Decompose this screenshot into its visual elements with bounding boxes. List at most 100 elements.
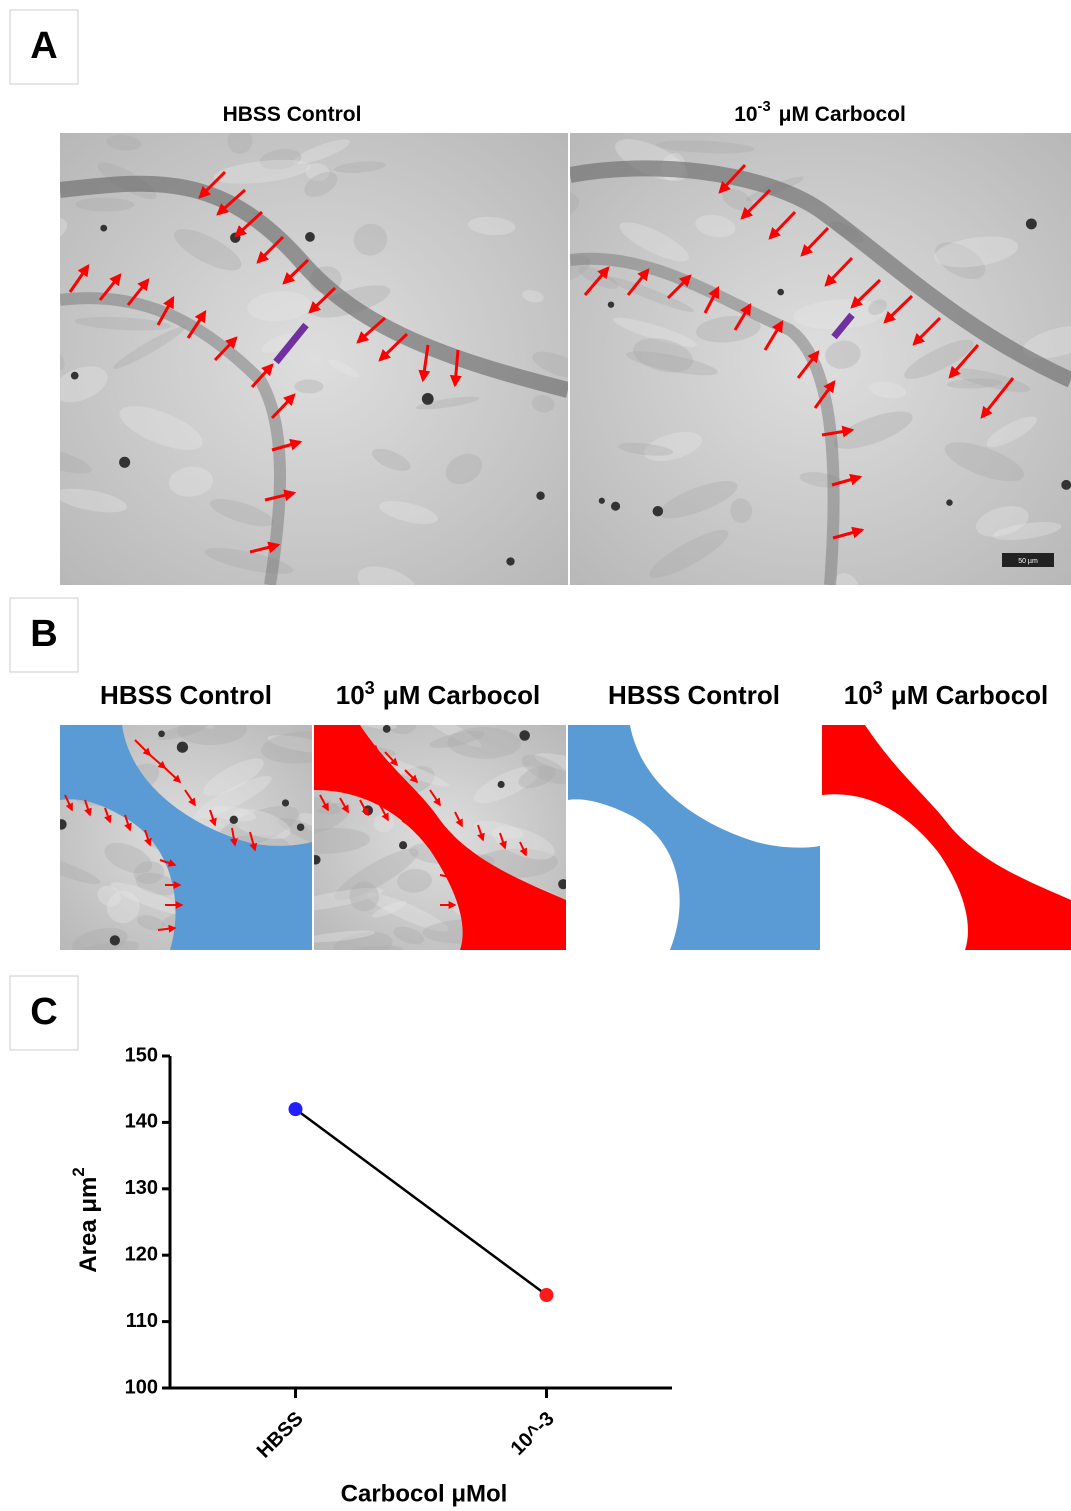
image-title: HBSS Control: [608, 680, 780, 710]
arrow: [319, 794, 329, 812]
title-rest: μM Carbocol: [891, 680, 1048, 710]
texture: [133, 861, 165, 884]
image-title: HBSS Control: [223, 103, 362, 126]
arrow: [68, 264, 90, 293]
arrow: [186, 309, 207, 339]
texture: [397, 868, 432, 893]
title-base: 10: [734, 103, 757, 126]
lumen-mask: [822, 725, 1071, 950]
texture: [393, 926, 425, 945]
texture: [531, 395, 555, 413]
title-sup: 3: [365, 678, 375, 698]
panel-label: C: [30, 991, 57, 1033]
texture: [194, 775, 272, 819]
arrow: [104, 807, 112, 824]
y-tick-label: 110: [126, 1310, 158, 1332]
texture: [633, 338, 694, 373]
arrow: [234, 210, 264, 238]
texture: [60, 447, 92, 474]
texture: [709, 47, 792, 103]
texture: [261, 332, 300, 353]
y-tick-label: 130: [125, 1177, 158, 1199]
texture: [210, 805, 257, 822]
arrow: [64, 794, 73, 812]
texture: [203, 758, 264, 796]
arrow: [980, 377, 1015, 419]
arrow: [740, 188, 772, 220]
lumen-fill: [60, 725, 312, 950]
arrow: [126, 278, 150, 306]
texture: [447, 726, 522, 759]
micrograph: [314, 725, 566, 950]
micrograph: [570, 47, 1071, 624]
particle: [497, 780, 505, 789]
arrow: [378, 332, 409, 362]
x-axis-title: Carbocol μMol: [341, 1480, 508, 1507]
particle: [421, 393, 434, 405]
title-text: HBSS Control: [100, 680, 272, 710]
particle: [314, 854, 321, 865]
texture: [60, 852, 101, 885]
texture: [935, 242, 986, 279]
texture: [695, 315, 761, 343]
mask: [822, 725, 1071, 950]
arrow: [821, 425, 855, 438]
arrow: [359, 799, 369, 817]
arrow: [796, 350, 820, 379]
arrow: [149, 754, 167, 770]
particle: [70, 371, 79, 380]
arrow: [666, 274, 692, 300]
texture: [992, 584, 1040, 624]
image-title: 103 μM Carbocol: [844, 678, 1049, 710]
texture: [106, 134, 142, 151]
lumen-fill: [314, 725, 566, 950]
particle: [777, 288, 784, 296]
particle: [60, 819, 67, 830]
arrow: [850, 278, 882, 309]
arrow: [198, 170, 227, 199]
texture: [173, 229, 242, 271]
texture: [518, 765, 556, 789]
arrow: [249, 541, 281, 554]
texture: [367, 893, 449, 932]
texture: [72, 927, 128, 950]
panel-label: B: [30, 613, 57, 655]
arrow: [98, 273, 122, 301]
texture: [833, 573, 860, 585]
texture: [1022, 326, 1071, 359]
micrograph: [60, 725, 312, 950]
texture: [227, 133, 253, 154]
texture: [213, 159, 311, 184]
texture: [445, 453, 483, 485]
particle: [652, 505, 664, 517]
texture: [619, 222, 689, 262]
arrow: [912, 316, 942, 346]
scale-bar: [1002, 553, 1054, 567]
micrograph: [60, 133, 568, 585]
texture: [951, 368, 1031, 393]
texture: [349, 881, 380, 912]
arrow: [159, 859, 177, 867]
panel-label: A: [30, 25, 57, 67]
texture: [304, 171, 338, 197]
lumen-mask: [568, 725, 820, 950]
texture: [277, 817, 312, 851]
y-tick-label: 120: [125, 1243, 158, 1265]
arrow: [768, 210, 797, 240]
arrow: [813, 380, 836, 409]
texture: [293, 139, 350, 165]
texture: [613, 317, 697, 347]
texture: [492, 826, 555, 860]
image-title: 103 μM Carbocol: [336, 678, 541, 710]
arrow: [124, 814, 132, 832]
texture: [136, 915, 165, 931]
texture: [532, 351, 568, 379]
arrow: [184, 789, 196, 807]
texture: [625, 351, 718, 376]
arrow: [832, 526, 865, 540]
texture: [75, 197, 135, 212]
texture: [534, 753, 566, 775]
texture: [267, 735, 312, 754]
arrow: [831, 473, 863, 487]
